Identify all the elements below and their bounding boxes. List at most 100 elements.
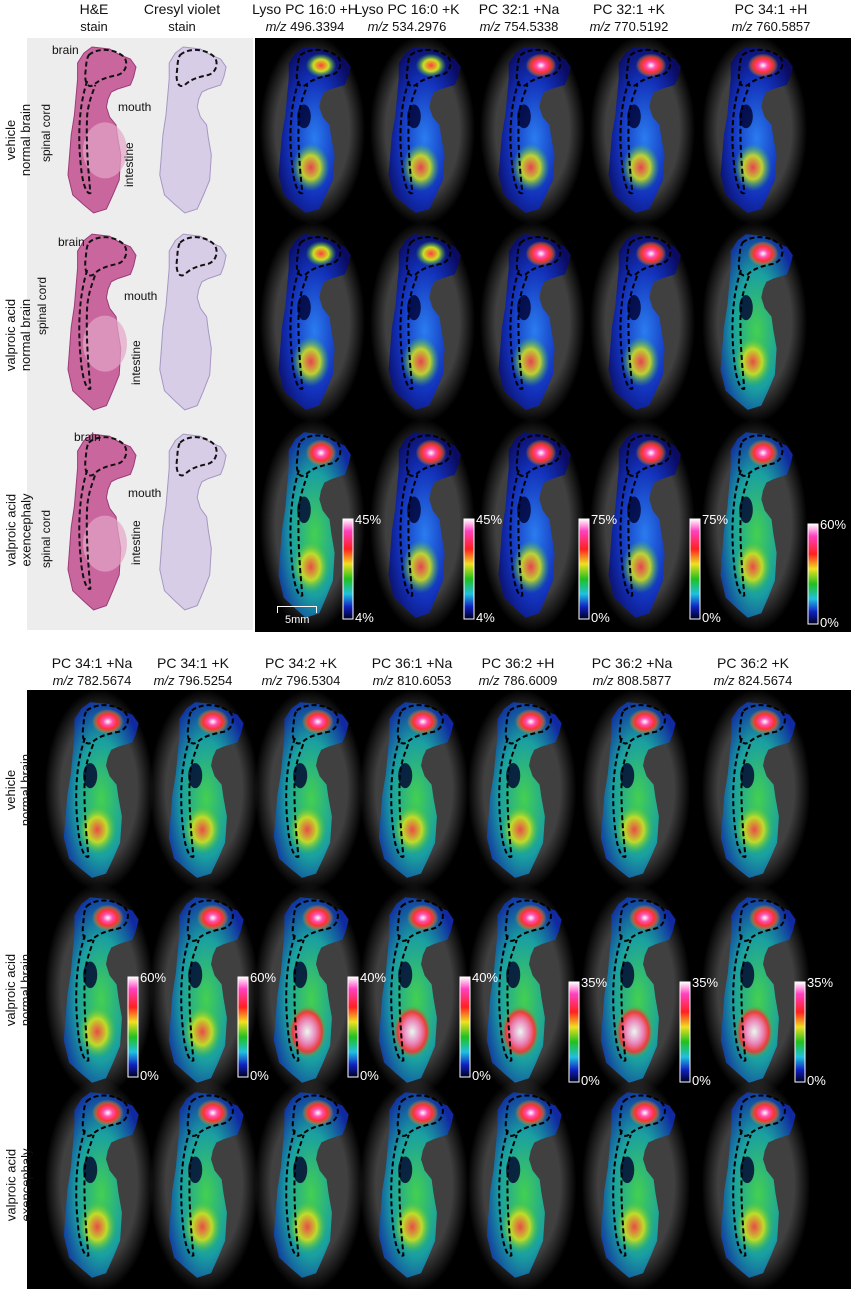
mz-prefix: m/z	[479, 19, 501, 34]
row-label-line1: vehicle	[3, 119, 19, 161]
msi-image	[701, 1078, 811, 1289]
top-header-title: Cresyl violet	[143, 1, 221, 17]
bottom-header-title: PC 34:1 +Na	[51, 655, 133, 671]
he-stain-image	[67, 46, 137, 214]
colorbar-min-label: 0%	[591, 610, 610, 625]
top-header-4: PC 32:1 +Na m/z 754.5338	[459, 1, 579, 35]
mz-value: 796.5254	[178, 673, 233, 688]
annotation-spinal-cord: spinal cord	[39, 103, 53, 162]
mz-prefix: m/z	[592, 673, 614, 688]
bottom-header-title: PC 36:2 +K	[717, 655, 789, 671]
he-stain-image	[67, 233, 137, 411]
top-header-title: PC 32:1 +K	[593, 1, 665, 17]
msi-image	[479, 418, 586, 632]
msi-image	[149, 883, 259, 1097]
msi-image	[359, 883, 469, 1097]
colorbar-min-label: 0%	[472, 1068, 491, 1083]
colorbar	[127, 976, 139, 1078]
top-header-subtitle: m/z 754.5338	[459, 18, 579, 35]
colorbar	[568, 981, 580, 1083]
colorbar-min-label: 0%	[140, 1068, 159, 1083]
row-label-line2: normal brain	[18, 753, 34, 827]
scale-bar-label: 5mm	[285, 614, 310, 626]
colorbar-min-label: 4%	[355, 610, 374, 625]
bottom-row-label-0: vehicle normal brain	[2, 730, 34, 850]
mz-value: 496.3394	[290, 19, 345, 34]
annotation-spinal-cord: spinal cord	[35, 276, 49, 335]
bottom-header-3: PC 36:1 +Na m/z 810.6053	[352, 655, 472, 689]
msi-image	[701, 418, 808, 632]
top-header-subtitle: m/z 534.2976	[347, 18, 467, 35]
scale-bar	[277, 606, 317, 613]
bottom-header-1: PC 34:1 +K m/z 796.5254	[133, 655, 253, 689]
colorbar-max-label: 40%	[472, 970, 499, 985]
top-row-label-1: valproic acid normal brain	[2, 275, 34, 395]
colorbar-min-label: 0%	[250, 1068, 269, 1083]
row-label-line1: vehicle	[3, 769, 19, 811]
msi-image	[701, 689, 811, 891]
mz-prefix: m/z	[731, 19, 753, 34]
colorbar	[578, 518, 590, 620]
mz-value: 808.5877	[617, 673, 672, 688]
bottom-header-subtitle: m/z 786.6009	[458, 672, 578, 689]
msi-image	[467, 883, 577, 1097]
colorbar-max-label: 35%	[692, 975, 719, 990]
row-label-line2: normal brain	[18, 953, 34, 1027]
top-header-title: PC 32:1 +Na	[478, 1, 560, 17]
msi-image	[581, 689, 691, 891]
colorbar-max-label: 45%	[355, 512, 382, 527]
mz-value: 786.6009	[503, 673, 558, 688]
colorbar-max-label: 60%	[820, 517, 847, 532]
msi-image	[369, 34, 476, 226]
colorbar-max-label: 60%	[250, 970, 277, 985]
colorbar	[237, 976, 249, 1078]
top-header-title: H&E	[79, 1, 109, 17]
annotation-mouth: mouth	[128, 486, 162, 500]
bottom-header-subtitle: m/z 824.5674	[693, 672, 813, 689]
row-label-line2: normal brain	[18, 103, 34, 177]
mz-value: 824.5674	[738, 673, 793, 688]
annotation-intestine: intestine	[129, 520, 143, 565]
msi-image	[359, 689, 469, 891]
bottom-header-subtitle: m/z 796.5254	[133, 672, 253, 689]
bottom-header-6: PC 36:2 +K m/z 824.5674	[693, 655, 813, 689]
bottom-header-title: PC 34:2 +K	[265, 655, 337, 671]
mz-prefix: m/z	[265, 19, 287, 34]
mz-value: 754.5338	[504, 19, 559, 34]
mz-prefix: m/z	[478, 673, 500, 688]
msi-image	[701, 221, 808, 423]
row-label-line2: normal brain	[18, 298, 34, 372]
bottom-header-2: PC 34:2 +K m/z 796.5304	[241, 655, 361, 689]
annotation-mouth: mouth	[124, 289, 158, 303]
top-header-5: PC 32:1 +K m/z 770.5192	[569, 1, 689, 35]
msi-image	[44, 1078, 154, 1289]
msi-image	[589, 418, 696, 632]
colorbar	[807, 523, 819, 625]
row-label-line2: exencephaly	[18, 1148, 33, 1222]
colorbar	[679, 981, 691, 1083]
top-header-3: Lyso PC 16:0 +K m/z 534.2976	[347, 1, 467, 35]
msi-image	[259, 34, 366, 226]
mz-value: 810.6053	[397, 673, 452, 688]
colorbar	[794, 981, 806, 1083]
row-label-line1: valproic acid	[3, 298, 19, 372]
bottom-header-title: PC 36:1 +Na	[371, 655, 453, 671]
msi-image	[589, 221, 696, 423]
mz-prefix: m/z	[52, 673, 74, 688]
top-header-subtitle: m/z 760.5857	[711, 18, 831, 35]
mz-value: 782.5674	[77, 673, 132, 688]
cresyl-violet-stain-image	[159, 233, 227, 411]
stain-panel-background	[27, 38, 253, 630]
top-header-subtitle: stain	[80, 19, 108, 34]
bottom-header-subtitle: m/z 796.5304	[241, 672, 361, 689]
msi-image	[467, 689, 577, 891]
msi-image	[479, 34, 586, 226]
msi-image	[254, 883, 364, 1097]
top-header-title: Lyso PC 16:0 +K	[354, 1, 460, 17]
colorbar-min-label: 0%	[807, 1073, 826, 1088]
annotation-mouth: mouth	[118, 100, 152, 114]
bottom-header-title: PC 34:1 +K	[157, 655, 229, 671]
bottom-row-label-2: valproic acid exencephaly	[2, 1125, 34, 1245]
mz-prefix: m/z	[372, 673, 394, 688]
row-label-line1: valproic acid	[3, 953, 19, 1027]
